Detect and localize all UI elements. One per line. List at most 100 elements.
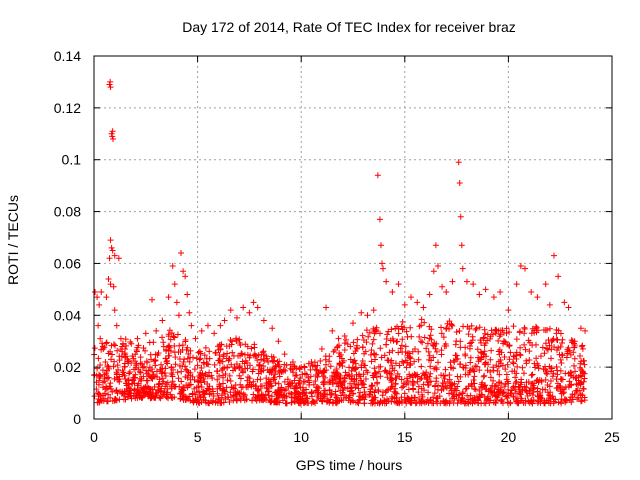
data-point: [409, 385, 416, 392]
data-point: [465, 383, 472, 390]
x-tick-label: 25: [604, 429, 620, 445]
data-point: [312, 377, 319, 384]
data-point: [196, 356, 203, 363]
data-point: [453, 328, 460, 335]
data-point: [376, 216, 383, 223]
data-point: [293, 372, 300, 379]
data-point: [265, 358, 272, 365]
data-point: [509, 368, 516, 375]
data-point: [417, 338, 424, 345]
data-point: [117, 335, 124, 342]
data-point: [466, 369, 473, 376]
data-point: [495, 386, 502, 393]
data-point: [313, 366, 320, 373]
data-point: [418, 375, 425, 382]
data-point: [501, 383, 508, 390]
data-point: [171, 334, 178, 341]
data-point: [500, 389, 507, 396]
data-point: [495, 379, 502, 386]
y-tick-label: 0.14: [54, 48, 81, 64]
data-point: [553, 363, 560, 370]
data-point: [145, 367, 152, 374]
data-point: [335, 383, 342, 390]
data-point: [160, 339, 167, 346]
data-point: [365, 333, 372, 340]
data-point: [153, 327, 160, 334]
data-point: [328, 392, 335, 399]
data-point: [513, 356, 520, 363]
data-point: [224, 350, 231, 357]
data-point: [529, 386, 536, 393]
data-point: [446, 318, 453, 325]
data-point: [162, 355, 169, 362]
y-tick-label: 0.06: [54, 255, 81, 271]
data-point: [163, 348, 170, 355]
data-point: [575, 377, 582, 384]
data-point: [246, 379, 253, 386]
data-point: [459, 265, 466, 272]
data-point: [392, 325, 399, 332]
data-point: [388, 326, 395, 333]
data-point: [571, 344, 578, 351]
data-point: [133, 362, 140, 369]
data-point: [97, 335, 104, 342]
data-point: [439, 383, 446, 390]
data-point: [198, 379, 205, 386]
data-point: [106, 81, 113, 88]
data-point: [134, 344, 141, 351]
data-point: [107, 78, 114, 85]
data-point: [402, 343, 409, 350]
data-point: [546, 342, 553, 349]
data-point: [157, 366, 164, 373]
data-point: [321, 369, 328, 376]
data-point: [468, 322, 475, 329]
data-point: [354, 399, 361, 406]
data-point: [434, 386, 441, 393]
data-point: [329, 327, 336, 334]
data-point: [456, 391, 463, 398]
data-point: [401, 396, 408, 403]
data-point: [487, 388, 494, 395]
data-point: [284, 376, 291, 383]
data-point: [469, 337, 476, 344]
data-point: [558, 339, 565, 346]
data-point: [558, 359, 565, 366]
data-point: [309, 362, 316, 369]
data-point: [279, 386, 286, 393]
data-point: [427, 363, 434, 370]
data-point: [196, 400, 203, 407]
data-point: [348, 376, 355, 383]
data-point: [359, 357, 366, 364]
data-point: [490, 377, 497, 384]
data-point: [553, 336, 560, 343]
data-point: [198, 383, 205, 390]
data-point: [510, 353, 517, 360]
data-point: [111, 252, 118, 259]
data-point: [178, 368, 185, 375]
data-point: [259, 393, 266, 400]
data-point: [182, 336, 189, 343]
data-point: [554, 380, 561, 387]
data-point: [217, 322, 224, 329]
data-point: [322, 356, 329, 363]
data-point: [375, 387, 382, 394]
data-point: [289, 379, 296, 386]
x-tick-label: 0: [90, 429, 98, 445]
data-point: [165, 395, 172, 402]
data-point: [244, 359, 251, 366]
data-point: [345, 371, 352, 378]
data-point: [103, 383, 110, 390]
data-point: [372, 356, 379, 363]
data-point: [359, 332, 366, 339]
data-point: [214, 385, 221, 392]
data-point: [109, 128, 116, 135]
data-point: [224, 377, 231, 384]
data-point: [108, 130, 115, 137]
data-point: [149, 296, 156, 303]
data-point: [207, 397, 214, 404]
data-point: [455, 159, 462, 166]
data-point: [530, 389, 537, 396]
data-point: [288, 380, 295, 387]
data-point: [505, 386, 512, 393]
data-point: [275, 389, 282, 396]
